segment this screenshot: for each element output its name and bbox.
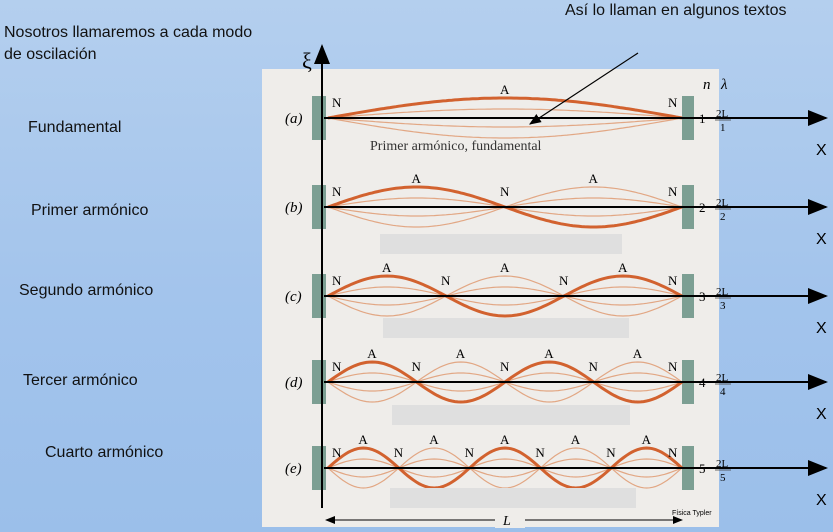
antinode-label: A <box>358 432 368 447</box>
node-label: N <box>668 445 678 460</box>
caption-placeholder <box>392 405 630 425</box>
antinode-label: A <box>429 432 439 447</box>
x-axis-label: X <box>816 406 827 423</box>
x-axis-label: X <box>816 231 827 248</box>
antinode-label: A <box>633 346 643 361</box>
mode-tag: (b) <box>285 200 303 216</box>
string-envelope <box>327 286 683 306</box>
mode-label-primer: Primer armónico <box>31 202 149 219</box>
node-label: N <box>668 184 678 199</box>
annotation-arrow <box>528 52 639 125</box>
antinode-label: A <box>367 346 377 361</box>
node-label: N <box>332 184 342 199</box>
left-clamp <box>312 360 326 404</box>
left-clamp <box>312 185 326 229</box>
mode-label-fundamental: Fundamental <box>28 119 122 136</box>
caption-fundamental: Primer armónico, fundamental <box>370 139 542 154</box>
string-envelope <box>327 286 683 306</box>
antinode-label: A <box>618 260 628 275</box>
x-axis-label: X <box>816 320 827 337</box>
string-envelope <box>327 458 683 478</box>
antinode-label: A <box>456 346 466 361</box>
string-envelope <box>327 117 683 128</box>
node-label: N <box>668 273 678 288</box>
string-envelope <box>327 117 683 139</box>
node-label: N <box>332 95 342 110</box>
antinode-label: A <box>500 260 510 275</box>
left-clamp <box>312 274 326 318</box>
string-envelope <box>327 275 683 317</box>
x-axis-label: X <box>816 492 827 509</box>
node-label: N <box>332 273 342 288</box>
node-label: N <box>668 95 678 110</box>
string-envelope <box>327 458 683 478</box>
node-label: N <box>412 359 422 374</box>
mode-tag: (c) <box>285 289 302 305</box>
antinode-label: A <box>500 82 510 97</box>
node-label: N <box>441 273 451 288</box>
y-axis-label: ξ <box>302 48 312 73</box>
node-label: N <box>606 445 616 460</box>
annotation-text: Así lo llaman en algunos textos <box>565 2 787 19</box>
antinode-label: A <box>544 346 554 361</box>
node-label: N <box>589 359 599 374</box>
antinode-label: A <box>382 260 392 275</box>
mode-tag: (d) <box>285 375 303 391</box>
node-label: N <box>394 445 404 460</box>
length-label: L <box>502 514 511 529</box>
caption-placeholder <box>390 488 636 508</box>
antinode-label: A <box>412 171 422 186</box>
lambda-denominator: 1 <box>720 122 726 134</box>
mode-label-segundo: Segundo armónico <box>19 282 154 299</box>
mode-label-tercer: Tercer armónico <box>23 372 138 389</box>
node-label: N <box>535 445 545 460</box>
mode-label-cuarto: Cuarto armónico <box>45 444 164 461</box>
header-n: n <box>703 77 711 93</box>
string-envelope <box>327 108 683 119</box>
node-label: N <box>668 359 678 374</box>
mode-tag: (e) <box>285 461 302 477</box>
node-label: N <box>559 273 569 288</box>
string-bold <box>327 274 683 318</box>
string-bold <box>327 96 683 120</box>
antinode-label: A <box>571 432 581 447</box>
node-label: N <box>332 445 342 460</box>
node-label: N <box>500 184 510 199</box>
caption-placeholder <box>383 318 629 338</box>
lambda-denominator: 2 <box>720 211 726 223</box>
intro-text: Nosotros llamaremos a cada modo de oscil… <box>4 24 253 63</box>
left-clamp <box>312 96 326 140</box>
lambda-denominator: 4 <box>720 386 726 398</box>
mode-tag: (a) <box>285 111 303 127</box>
antinode-label: A <box>642 432 652 447</box>
node-label: N <box>332 359 342 374</box>
lambda-denominator: 3 <box>720 300 726 312</box>
x-axis-label: X <box>816 142 827 159</box>
node-label: N <box>500 359 510 374</box>
string-bold <box>326 446 683 490</box>
antinode-label: A <box>589 171 599 186</box>
header-lambda: λ <box>720 77 728 93</box>
node-label: N <box>465 445 475 460</box>
lambda-denominator: 5 <box>720 472 726 484</box>
caption-placeholder <box>380 234 622 254</box>
left-clamp <box>312 446 326 490</box>
credit-text: Física Typler <box>672 510 712 517</box>
antinode-label: A <box>500 432 510 447</box>
